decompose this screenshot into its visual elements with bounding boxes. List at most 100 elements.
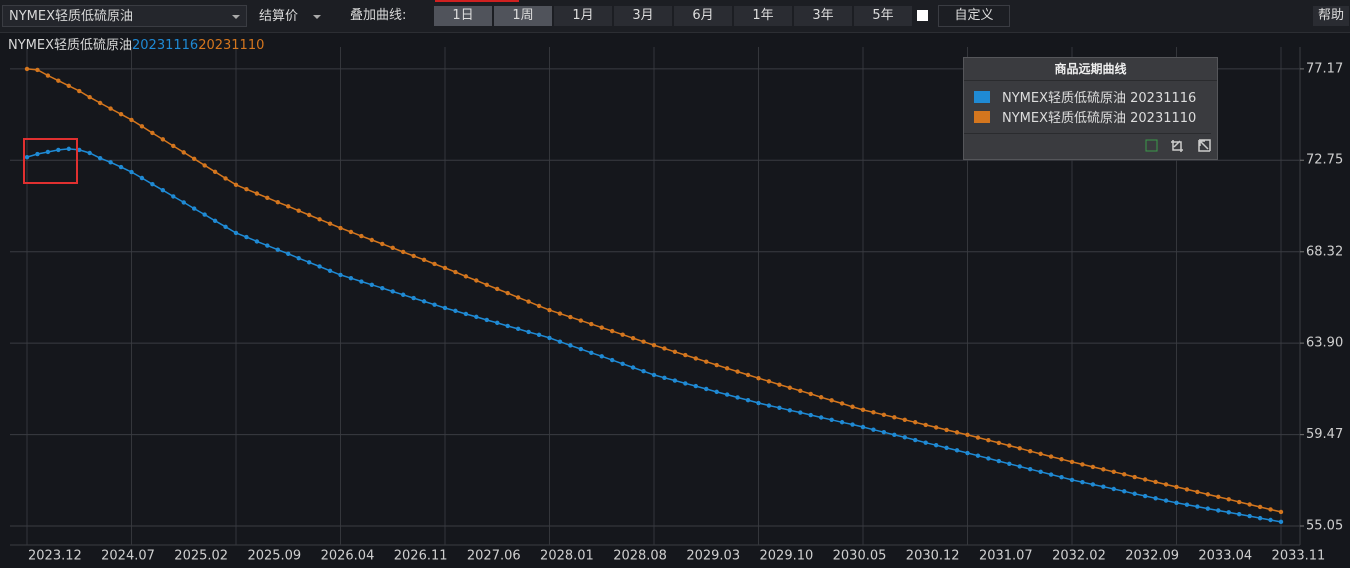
point bbox=[1101, 467, 1106, 472]
period-button[interactable]: 1月 bbox=[554, 6, 612, 26]
point bbox=[244, 234, 249, 240]
point bbox=[578, 346, 584, 352]
point bbox=[296, 208, 301, 213]
checkbox[interactable] bbox=[917, 10, 928, 21]
point bbox=[913, 420, 918, 425]
period-button[interactable]: 1年 bbox=[734, 6, 792, 26]
point bbox=[892, 415, 897, 420]
point bbox=[118, 111, 124, 117]
point bbox=[390, 289, 395, 294]
point bbox=[296, 255, 301, 261]
point bbox=[610, 357, 615, 363]
point bbox=[265, 195, 270, 201]
point bbox=[212, 169, 218, 175]
point bbox=[442, 305, 448, 311]
x-tick-label: 2026.11 bbox=[394, 549, 448, 564]
point bbox=[944, 445, 949, 451]
point bbox=[641, 339, 646, 344]
y-tick-label: 55.05 bbox=[1306, 518, 1343, 533]
point bbox=[1216, 508, 1221, 513]
point bbox=[1216, 494, 1221, 500]
point bbox=[798, 388, 803, 394]
point bbox=[965, 432, 970, 438]
point bbox=[704, 359, 709, 364]
point bbox=[265, 243, 270, 248]
y-tick-label: 68.32 bbox=[1306, 244, 1343, 259]
point bbox=[1122, 472, 1127, 477]
legend: 商品远期曲线 NYMEX轻质低硫原油 20231116 NYMEX轻质低硫原油 2… bbox=[963, 57, 1218, 160]
point bbox=[223, 224, 228, 229]
point bbox=[756, 400, 761, 406]
point bbox=[380, 285, 385, 291]
point bbox=[369, 237, 375, 243]
point bbox=[630, 335, 636, 341]
point bbox=[1205, 506, 1211, 511]
point bbox=[24, 66, 30, 72]
point bbox=[1278, 519, 1284, 525]
point bbox=[1007, 443, 1012, 448]
point bbox=[390, 245, 395, 251]
point bbox=[150, 130, 155, 136]
excel-icon[interactable] bbox=[1145, 139, 1158, 152]
point bbox=[557, 311, 563, 316]
point bbox=[1153, 479, 1158, 485]
point bbox=[432, 302, 437, 307]
point bbox=[1205, 492, 1211, 497]
point bbox=[484, 282, 489, 288]
point bbox=[515, 295, 521, 300]
point bbox=[505, 323, 510, 329]
period-button[interactable]: 6月 bbox=[674, 6, 732, 26]
point bbox=[547, 335, 552, 341]
point bbox=[1111, 469, 1117, 475]
point bbox=[233, 230, 239, 236]
crop-icon[interactable] bbox=[1171, 140, 1183, 152]
collapse-icon[interactable] bbox=[1198, 139, 1211, 152]
title-date: 20231110 bbox=[198, 38, 265, 53]
point bbox=[317, 217, 322, 222]
point bbox=[359, 279, 364, 284]
point bbox=[766, 403, 772, 408]
point bbox=[610, 328, 615, 334]
point bbox=[557, 339, 563, 344]
point bbox=[745, 397, 751, 403]
custom-button[interactable]: 自定义 bbox=[938, 5, 1010, 27]
point bbox=[223, 176, 228, 181]
period-button[interactable]: 1日 bbox=[434, 6, 492, 26]
point bbox=[704, 386, 709, 392]
help-button[interactable]: 帮助 bbox=[1313, 6, 1349, 26]
point bbox=[212, 218, 218, 223]
point bbox=[97, 155, 103, 161]
point bbox=[1028, 448, 1033, 454]
point bbox=[1069, 459, 1075, 465]
point bbox=[954, 448, 960, 453]
period-button[interactable]: 5年 bbox=[854, 6, 912, 26]
title-date: 20231116 bbox=[132, 38, 199, 53]
point bbox=[1017, 464, 1022, 469]
point bbox=[348, 276, 354, 281]
legend-label: NYMEX轻质低硫原油 20231110 bbox=[1002, 111, 1197, 126]
point bbox=[77, 88, 82, 94]
y-tick-label: 72.75 bbox=[1306, 153, 1343, 168]
point bbox=[202, 163, 207, 168]
x-tick-label: 2032.02 bbox=[1052, 549, 1106, 564]
x-tick-label: 2029.03 bbox=[686, 549, 740, 564]
period-button[interactable]: 3月 bbox=[614, 6, 672, 26]
point bbox=[756, 376, 761, 381]
point bbox=[306, 260, 312, 265]
point bbox=[160, 137, 166, 142]
point bbox=[66, 146, 72, 152]
period-button[interactable]: 1周 bbox=[494, 6, 552, 26]
legend-swatch bbox=[974, 91, 990, 103]
period-button[interactable]: 3年 bbox=[794, 6, 852, 26]
price-select[interactable]: 结算价 bbox=[252, 5, 328, 27]
point bbox=[986, 438, 991, 443]
point bbox=[1111, 486, 1117, 492]
point bbox=[724, 366, 730, 371]
point bbox=[839, 401, 845, 406]
point bbox=[986, 456, 991, 461]
point bbox=[1184, 487, 1190, 492]
point bbox=[1174, 484, 1179, 490]
instrument-select[interactable]: NYMEX轻质低硫原油 bbox=[2, 5, 247, 27]
point bbox=[474, 314, 479, 320]
point bbox=[1153, 496, 1158, 501]
